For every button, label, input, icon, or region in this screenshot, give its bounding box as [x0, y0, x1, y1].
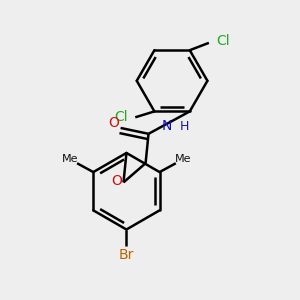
Text: Me: Me: [61, 154, 78, 164]
Text: N: N: [162, 119, 172, 134]
Text: O: O: [109, 116, 119, 130]
Text: Cl: Cl: [216, 34, 230, 48]
Text: H: H: [179, 120, 189, 133]
Text: Br: Br: [119, 248, 134, 262]
Text: O: O: [112, 174, 122, 188]
Text: Me: Me: [175, 154, 191, 164]
Text: Cl: Cl: [114, 110, 128, 124]
